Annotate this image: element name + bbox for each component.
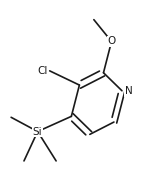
Text: Cl: Cl [37, 66, 47, 76]
Text: N: N [125, 86, 133, 96]
Text: O: O [107, 36, 116, 46]
Text: Si: Si [33, 126, 42, 137]
